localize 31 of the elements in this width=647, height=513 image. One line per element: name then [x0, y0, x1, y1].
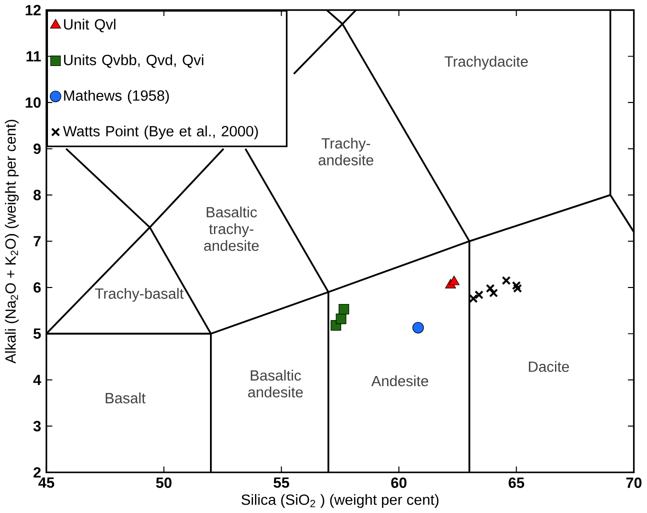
- legend-label: Mathews (1958): [64, 90, 169, 104]
- annotation: Trachydacite: [444, 56, 528, 70]
- y-tick-label: 9: [34, 144, 41, 154]
- y-tick-label: 12: [26, 5, 41, 16]
- y-tick-label: 10: [26, 97, 41, 108]
- y-tick-label: 8: [34, 190, 41, 200]
- x-tick-label: 65: [508, 478, 524, 488]
- y-tick-label: 3: [33, 421, 41, 432]
- annotation: Basalt: [106, 392, 146, 404]
- y-tick-label: 4: [33, 374, 42, 386]
- y-tick-label: 6: [34, 282, 41, 293]
- y-tick-label: 2: [34, 467, 41, 478]
- annotation: Trachy-andesite: [318, 138, 374, 166]
- annotation: Andesite: [371, 376, 428, 386]
- x-tick-label: 55: [274, 478, 290, 488]
- x-tick-label: 50: [156, 478, 172, 488]
- annotation: Dacite: [528, 361, 569, 372]
- y-tick-label: 11: [26, 51, 41, 62]
- annotation: Basaltic trachy-andesite: [204, 206, 259, 252]
- x-axis-title: Silica (SiO$_{2}$ ) (weight per cent): [242, 494, 438, 508]
- y-tick-label: 5: [33, 328, 41, 339]
- legend-label: Unit Qvl: [64, 18, 116, 32]
- x-tick-label: 60: [391, 478, 406, 488]
- x-tick-label: 45: [38, 478, 54, 488]
- y-tick-label: 7: [34, 236, 41, 246]
- y-axis-title: Alkali (Na$_{2}$O + K$_{2}$O) (weight per cent): [4, 120, 19, 364]
- annotation: Trachy-basalt: [95, 288, 184, 302]
- legend-label: Units Qvbb, Qvd, Qvi: [64, 54, 204, 68]
- legend-label: Watts Point (Bye et al., 2000): [63, 126, 258, 140]
- annotation: Basaltic andesite: [248, 370, 303, 398]
- x-tick-label: 70: [626, 478, 642, 488]
